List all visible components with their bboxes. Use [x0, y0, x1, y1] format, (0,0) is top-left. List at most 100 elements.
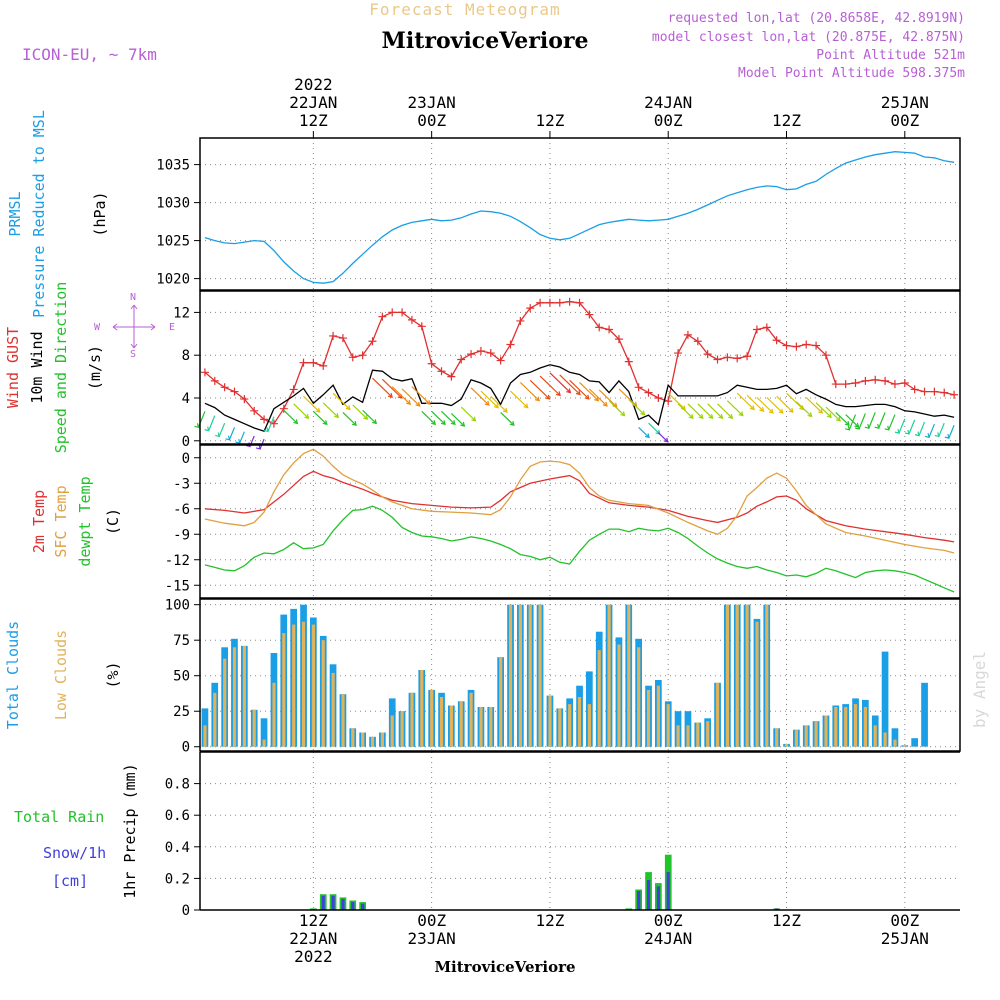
wind-arrow-head — [663, 437, 669, 443]
wind-arrow-head — [194, 423, 200, 429]
bar-low-clouds — [548, 695, 552, 747]
legend-total-clouds: Total Clouds — [4, 621, 22, 729]
wind-arrow — [500, 411, 515, 426]
gust-marker — [634, 383, 643, 392]
bottom-time-label: 2022 — [294, 947, 333, 966]
wind-arrow-head — [934, 432, 940, 438]
y-tick-label: 0 — [182, 434, 190, 450]
bar-low-clouds — [282, 633, 286, 747]
gust-marker — [565, 297, 574, 306]
wind-arrow — [948, 425, 955, 439]
wind-arrow-head — [235, 438, 241, 444]
wind-arrow — [470, 387, 490, 406]
wind-arrow — [697, 403, 714, 419]
point-altitude: Point Altitude 521m — [816, 48, 965, 63]
bar-low-clouds — [558, 708, 562, 747]
top-time-label: 22JAN — [289, 93, 337, 112]
bottom-time-label: 24JAN — [644, 929, 692, 948]
bar-snow-1h — [361, 903, 365, 910]
gust-marker — [555, 298, 564, 307]
wind-arrow — [805, 397, 823, 414]
wind-arrow — [815, 402, 832, 418]
wind-arrow-head — [788, 407, 794, 413]
wind-arrow-head — [460, 421, 466, 427]
legend-10m-wind: 10m Wind — [28, 331, 46, 403]
gust-marker — [200, 368, 209, 377]
bar-low-clouds — [351, 728, 355, 747]
bar-low-clouds — [568, 704, 572, 747]
wind-arrow — [303, 395, 321, 413]
wind-arrow — [858, 413, 866, 430]
bar-low-clouds — [577, 697, 582, 747]
gust-marker — [299, 358, 308, 367]
bar-low-clouds — [439, 697, 444, 747]
top-time-label: 2022 — [294, 75, 333, 94]
bar-snow-1h — [351, 902, 355, 910]
bottom-time-label: 12Z — [772, 911, 801, 930]
wind-arrow-head — [826, 413, 832, 419]
wind-arrow — [848, 414, 857, 431]
gust-marker — [358, 351, 367, 360]
gust-marker — [417, 322, 426, 331]
gust-marker — [683, 330, 692, 339]
gust-marker — [516, 316, 525, 325]
gust-marker — [545, 298, 554, 307]
wind-arrow — [835, 411, 850, 426]
gust-marker — [536, 298, 545, 307]
bottom-time-label: 23JAN — [408, 929, 456, 948]
bar-low-clouds — [735, 604, 739, 747]
model-label: ICON-EU, ~ 7km — [22, 45, 157, 64]
gust-marker — [260, 415, 269, 424]
wind-arrow-head — [640, 410, 646, 416]
bar-low-clouds — [863, 707, 867, 747]
top-time-label: 12Z — [535, 111, 564, 130]
gust-marker — [230, 387, 239, 396]
wind-arrow — [908, 419, 916, 435]
y-tick-label: 0 — [182, 451, 190, 467]
gust-marker — [950, 390, 959, 399]
y-tick-label: 1025 — [156, 234, 190, 250]
wind-arrow-head — [807, 412, 813, 418]
wind-arrow — [510, 390, 529, 409]
wind-arrow — [293, 403, 309, 419]
wind-arrow-head — [387, 392, 393, 398]
top-time-label: 00Z — [654, 111, 683, 130]
legend-wind-gust: Wind GUST — [4, 327, 22, 408]
bar-low-clouds — [853, 704, 858, 747]
gust-marker — [713, 355, 722, 364]
bar-low-clouds — [390, 715, 394, 747]
bar-low-clouds — [223, 658, 227, 747]
wind-arrow-head — [904, 429, 910, 435]
bar-low-clouds — [597, 650, 601, 747]
bar-low-clouds — [262, 739, 266, 747]
gust-marker — [467, 350, 476, 359]
bar-low-clouds — [706, 721, 710, 747]
wind-arrow-head — [425, 399, 431, 405]
wind-arrow — [786, 392, 804, 410]
wind-arrow-head — [555, 391, 561, 397]
wind-arrow-head — [351, 421, 357, 426]
compass-w: W — [94, 322, 101, 333]
bar-low-clouds — [834, 707, 838, 747]
compass-s: S — [130, 349, 136, 360]
bar-low-clouds — [213, 692, 217, 747]
y-tick-label: 1035 — [156, 158, 190, 174]
gust-marker — [476, 346, 485, 355]
gust-marker — [329, 331, 338, 340]
gust-marker — [605, 325, 614, 334]
panel-precip: 0 0.2 0.4 0.6 0.8 1hr Precip (mm) Total Rain Sn… — [14, 751, 960, 919]
wind-arrow-head — [215, 432, 221, 438]
bar-low-clouds — [696, 722, 700, 747]
gust-marker — [930, 387, 939, 396]
wind-arrow-head — [759, 406, 765, 412]
bar-low-clouds — [469, 692, 473, 747]
wind-arrow-head — [545, 394, 551, 400]
gust-marker — [910, 385, 919, 394]
gust-marker — [782, 341, 791, 350]
top-time-label: 12Z — [772, 111, 801, 130]
panel-frame — [199, 751, 960, 910]
wind-arrow — [776, 395, 794, 413]
wind-arrow-head — [471, 416, 477, 422]
bar-low-clouds — [400, 711, 404, 747]
